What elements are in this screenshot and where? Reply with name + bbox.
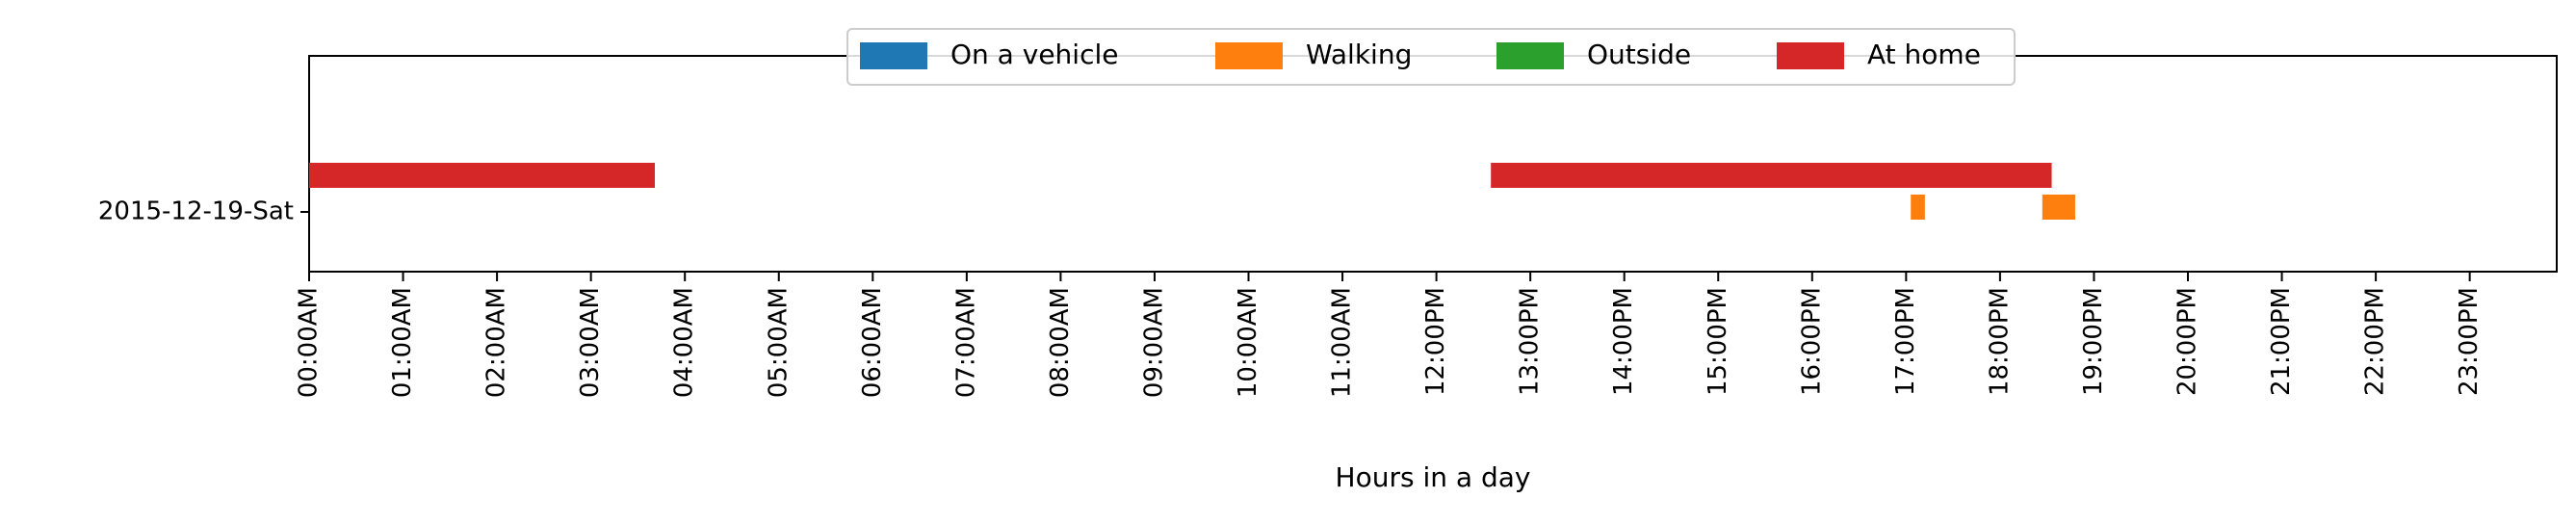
y-axis: 2015-12-19-Sat <box>98 197 309 226</box>
x-axis: 00:00AM 01:00AM 02:00AM 03:00AM 04:00AM 05:00… <box>295 272 2484 398</box>
x-tick-label: 22:00PM <box>2361 287 2390 396</box>
x-tick-label: 23:00PM <box>2455 287 2484 396</box>
y-tick-label: 2015-12-19-Sat <box>98 197 294 226</box>
x-tick-label: 05:00AM <box>764 287 793 398</box>
legend-swatch-on-a-vehicle <box>860 42 927 69</box>
x-tick-label: 16:00PM <box>1797 287 1826 396</box>
x-tick-label: 17:00PM <box>1891 287 1920 396</box>
x-tick-label: 03:00AM <box>576 287 605 398</box>
x-tick-label: 15:00PM <box>1704 287 1732 396</box>
x-tick-label: 18:00PM <box>1985 287 2014 396</box>
bar-at-home-0 <box>309 163 655 188</box>
x-tick-label: 14:00PM <box>1609 287 1638 396</box>
x-tick-label: 20:00PM <box>2173 287 2202 396</box>
legend: On a vehicle Walking Outside At home <box>846 28 2016 86</box>
x-tick-label: 19:00PM <box>2079 287 2108 396</box>
x-tick-label: 21:00PM <box>2267 287 2296 396</box>
x-tick-label: 06:00AM <box>858 287 887 398</box>
bar-walking-0 <box>1911 195 1925 220</box>
bar-at-home-1 <box>1491 163 2052 188</box>
legend-label-on-a-vehicle: On a vehicle <box>950 39 1118 70</box>
x-tick-label: 01:00AM <box>388 287 417 398</box>
x-tick-label: 13:00PM <box>1516 287 1545 396</box>
x-tick-label: 12:00PM <box>1421 287 1450 396</box>
bars-layer <box>309 163 2075 220</box>
x-axis-label: Hours in a day <box>1336 461 1531 493</box>
legend-swatch-at-home <box>1777 42 1844 69</box>
plot-area <box>308 55 2558 273</box>
legend-label-at-home: At home <box>1867 39 1981 70</box>
legend-swatch-outside <box>1496 42 1564 69</box>
x-tick-label: 10:00AM <box>1234 287 1262 398</box>
bar-walking-1 <box>2042 195 2075 220</box>
x-tick-label: 07:00AM <box>951 287 980 398</box>
x-tick-label: 11:00AM <box>1328 287 1357 398</box>
legend-label-walking: Walking <box>1306 39 1412 70</box>
x-tick-label: 09:00AM <box>1139 287 1168 398</box>
x-tick-label: 08:00AM <box>1046 287 1075 398</box>
legend-swatch-walking <box>1215 42 1283 69</box>
legend-frame <box>846 28 2016 86</box>
legend-label-outside: Outside <box>1587 39 1691 70</box>
x-tick-label: 04:00AM <box>670 287 699 398</box>
x-tick-label: 00:00AM <box>295 287 324 398</box>
x-tick-label: 02:00AM <box>482 287 511 398</box>
